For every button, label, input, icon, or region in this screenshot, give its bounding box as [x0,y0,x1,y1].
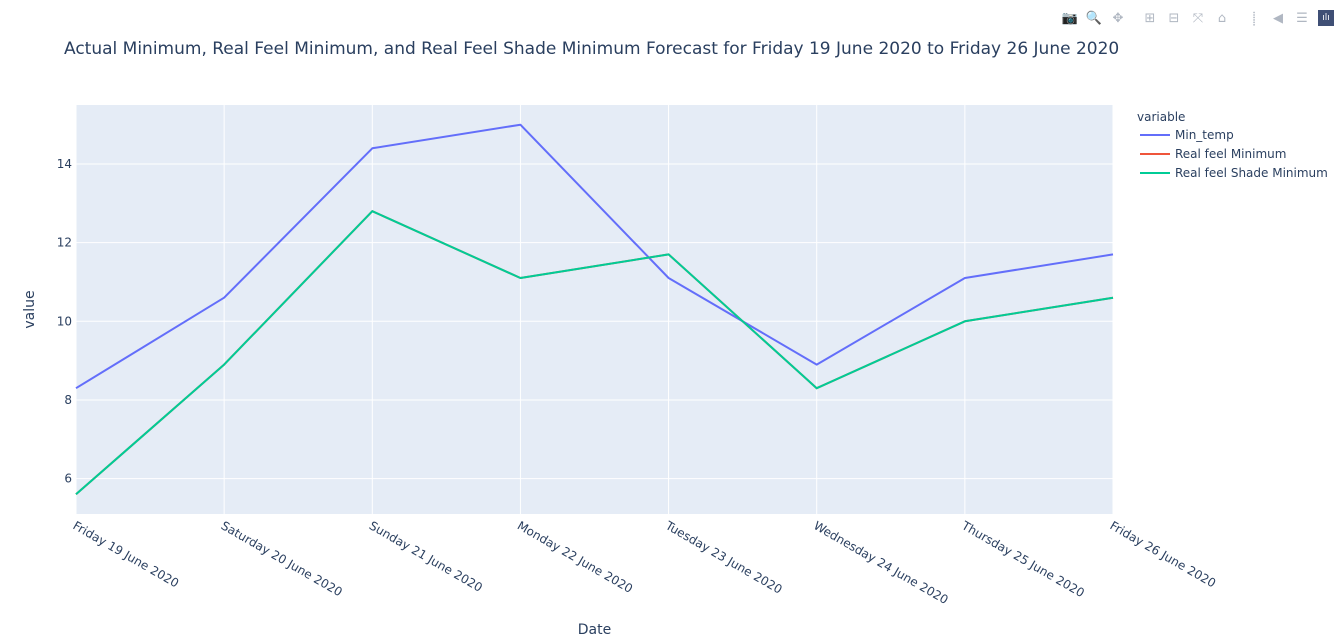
spike-lines-icon[interactable]: ⸽ [1252,12,1256,27]
plot-area[interactable] [76,105,1113,514]
zoom-out-icon[interactable]: ⊟ [1168,10,1180,26]
hover-compare-icon[interactable]: ☰ [1296,10,1308,26]
x-axis-title: Date [578,622,611,638]
legend-item-label[interactable]: Min_temp [1175,128,1234,142]
y-tick-label: 14 [57,157,72,171]
plotly-logo-icon[interactable]: ılı [1318,10,1334,26]
legend-item-label[interactable]: Real feel Minimum [1175,147,1286,161]
series-lines [75,123,1114,496]
pan-icon[interactable]: ✥ [1112,10,1124,26]
x-tick-label: Thursday 25 June 2020 [958,518,1086,600]
gridlines [75,105,1114,514]
camera-icon[interactable]: 📷 [1061,10,1079,26]
autoscale-icon[interactable]: ⤧ [1192,10,1204,26]
y-tick-label: 12 [57,236,72,250]
x-tick-labels: Friday 19 June 2020 Saturday 20 June 2020… [71,518,1219,607]
zoom-icon[interactable]: 🔍 [1085,10,1103,26]
y-tick-label: 6 [64,472,72,486]
chart-title: Actual Minimum, Real Feel Minimum, and R… [64,39,1119,59]
x-tick-label: Tuesday 23 June 2020 [662,518,784,597]
legend: variable Min_temp Real feel Minimum Real f… [1137,110,1328,180]
x-tick-label: Monday 22 June 2020 [515,518,635,596]
x-tick-label: Friday 26 June 2020 [1108,518,1219,590]
reset-axes-icon[interactable]: ⌂ [1217,10,1227,26]
modebar: 📷 🔍 ✥ ⊞ ⊟ ⤧ ⌂ ⸽ ◀ ☰ ılı [1058,8,1334,28]
legend-title: variable [1137,110,1185,124]
zoom-in-icon[interactable]: ⊞ [1144,10,1156,26]
y-tick-labels: 6 8 10 12 14 [57,157,72,486]
x-tick-label: Wednesday 24 June 2020 [811,518,950,607]
legend-item-label[interactable]: Real feel Shade Minimum [1175,166,1328,180]
y-tick-label: 8 [64,393,72,407]
x-tick-label: Sunday 21 June 2020 [367,518,485,594]
x-tick-label: Saturday 20 June 2020 [219,518,345,599]
y-tick-label: 10 [57,314,72,328]
series-line-min-temp[interactable] [75,123,1114,390]
x-tick-label: Friday 19 June 2020 [71,518,182,590]
series-line-real-feel-shade-minimum[interactable] [75,210,1114,496]
y-axis-title: value [22,290,38,328]
hover-closest-icon[interactable]: ◀ [1273,10,1283,26]
